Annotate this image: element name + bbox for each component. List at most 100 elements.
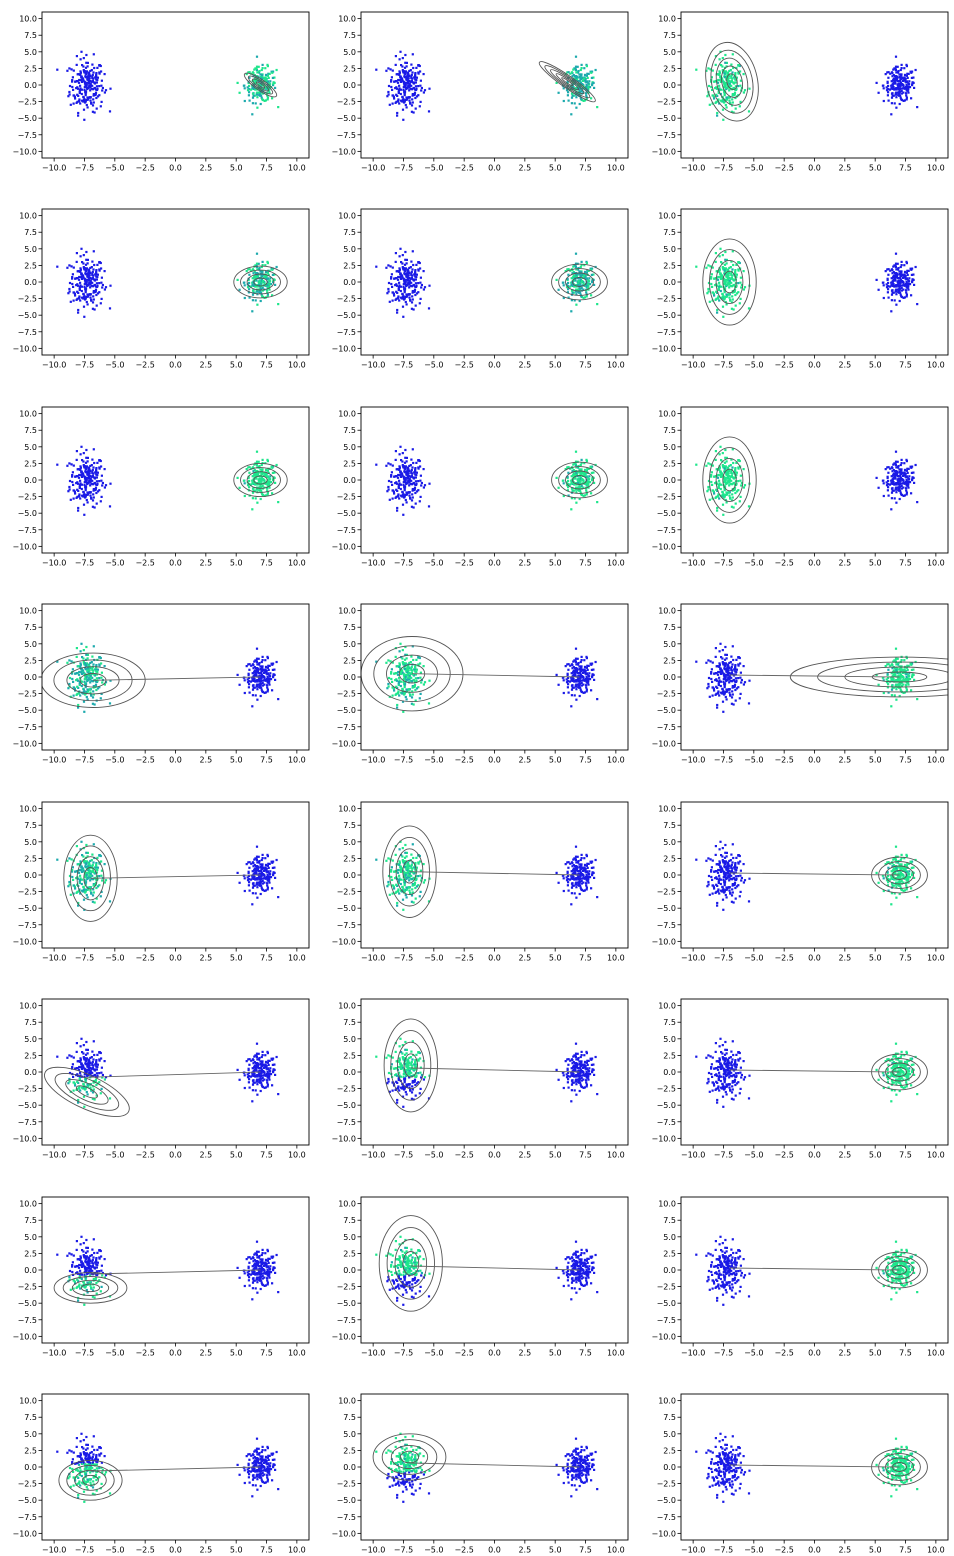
data-point [413, 288, 417, 291]
data-point [405, 472, 408, 475]
data-point [892, 94, 895, 97]
data-point [722, 101, 726, 104]
data-point [103, 486, 106, 489]
data-point [254, 671, 257, 674]
data-point [254, 659, 257, 662]
data-point [574, 65, 578, 68]
data-point [398, 281, 401, 284]
data-point [77, 506, 80, 510]
data-point [405, 295, 409, 298]
x-tick-label: −7.5 [714, 559, 733, 568]
data-point [912, 273, 915, 276]
data-point [251, 92, 255, 95]
data-point [415, 292, 419, 295]
data-point [413, 273, 416, 276]
data-point [734, 304, 737, 307]
data-point [578, 80, 581, 83]
data-point [889, 269, 892, 272]
data-point [709, 463, 712, 466]
data-point [567, 273, 570, 276]
data-point [391, 299, 394, 302]
data-point [398, 679, 401, 682]
data-point [95, 72, 98, 75]
data-point [567, 494, 570, 497]
data-point [738, 64, 741, 68]
data-point [403, 267, 406, 270]
data-point [894, 488, 898, 491]
data-point [247, 679, 250, 683]
data-point [397, 275, 400, 279]
data-point [573, 483, 576, 486]
data-point [887, 494, 890, 497]
data-point [718, 479, 721, 482]
data-point [722, 82, 726, 85]
data-point [248, 84, 251, 88]
data-point [398, 267, 401, 270]
data-point [735, 273, 738, 276]
data-point [569, 72, 572, 75]
data-point [895, 501, 898, 504]
data-point [413, 290, 416, 294]
data-point [592, 273, 595, 276]
data-point [395, 678, 398, 681]
data-point [423, 681, 427, 684]
data-point [79, 468, 82, 471]
data-point [728, 286, 731, 289]
data-point [266, 481, 269, 485]
x-tick-label: −7.5 [75, 756, 94, 765]
data-point [585, 271, 588, 274]
y-tick-label: 0.0 [343, 476, 356, 485]
data-point [401, 254, 404, 257]
y-tick-label: −10.0 [331, 147, 356, 156]
data-point [901, 79, 905, 82]
data-point [401, 474, 404, 477]
data-point [411, 298, 414, 301]
data-point [420, 283, 423, 287]
data-point [83, 493, 86, 496]
data-point [78, 78, 81, 82]
data-point [890, 277, 893, 280]
data-point [398, 468, 401, 471]
data-point [398, 479, 401, 482]
contour-ellipse [53, 659, 133, 702]
data-point [580, 74, 583, 77]
data-point [96, 95, 100, 98]
data-point [82, 79, 85, 82]
data-point [590, 273, 593, 276]
data-point [90, 298, 93, 301]
data-point [409, 679, 412, 682]
data-point [86, 460, 89, 463]
x-tick-label: −7.5 [714, 164, 733, 173]
data-point [716, 308, 719, 312]
data-point [566, 277, 569, 280]
data-point [906, 72, 909, 75]
data-point [898, 482, 901, 486]
data-point [570, 102, 573, 105]
x-tick-label: 0.0 [808, 559, 821, 568]
data-point [422, 91, 425, 94]
data-point [261, 87, 264, 90]
data-point [395, 495, 398, 498]
data-point [903, 273, 906, 276]
x-tick-label: 10.0 [927, 559, 945, 568]
data-point [410, 471, 413, 475]
data-point [95, 469, 98, 472]
data-point [726, 72, 729, 75]
data-point [573, 476, 577, 479]
contour-ellipse [702, 238, 757, 326]
data-point [397, 295, 400, 298]
data-point [737, 291, 740, 294]
data-point [408, 99, 411, 102]
data-point [898, 279, 901, 282]
data-point [86, 501, 89, 504]
data-point [85, 258, 88, 261]
data-point [912, 471, 915, 474]
data-point [722, 315, 725, 318]
data-point [732, 461, 735, 465]
data-point [84, 72, 87, 75]
data-point [725, 293, 728, 296]
data-point [403, 72, 406, 75]
data-point [91, 483, 94, 486]
data-point [88, 84, 91, 87]
data-point [407, 96, 410, 99]
